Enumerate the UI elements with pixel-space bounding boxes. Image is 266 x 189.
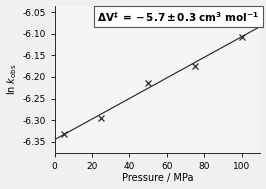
Text: $\mathbf{\Delta V^{\ddagger}}$ $\mathbf{= -5.7 \pm 0.3\ cm^3\ mol^{-1}}$: $\mathbf{\Delta V^{\ddagger}}$ $\mathbf{…: [97, 10, 259, 24]
X-axis label: Pressure / MPa: Pressure / MPa: [122, 174, 193, 184]
Y-axis label: ln $k_\mathregular{obs}$: ln $k_\mathregular{obs}$: [6, 64, 19, 95]
